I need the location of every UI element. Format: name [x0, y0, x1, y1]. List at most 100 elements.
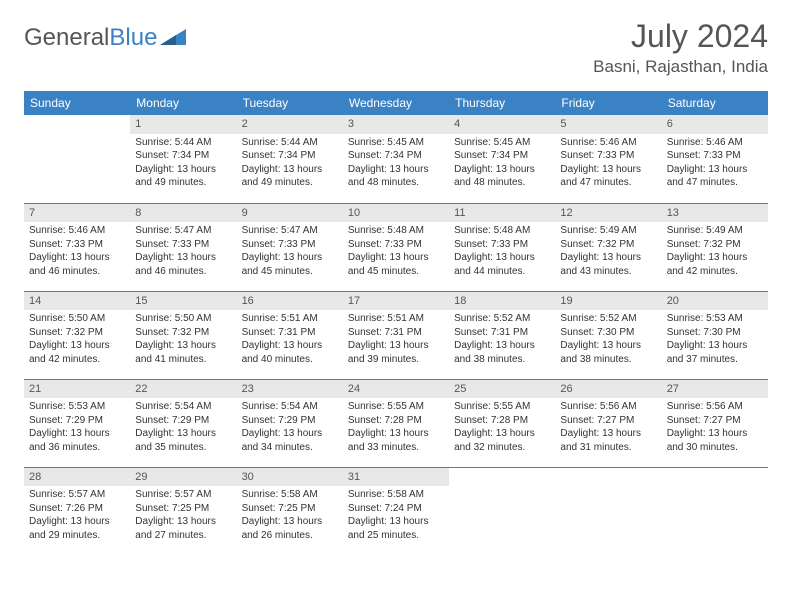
daylight-text: and 33 minutes. — [348, 441, 444, 455]
sunrise-text: Sunrise: 5:51 AM — [242, 312, 338, 326]
sunrise-text: Sunrise: 5:53 AM — [29, 400, 125, 414]
day-number: 20 — [662, 292, 768, 311]
sunrise-text: Sunrise: 5:58 AM — [242, 488, 338, 502]
day-content: Sunrise: 5:44 AMSunset: 7:34 PMDaylight:… — [130, 134, 236, 194]
calendar-cell: 31Sunrise: 5:58 AMSunset: 7:24 PMDayligh… — [343, 467, 449, 555]
calendar-cell: 10Sunrise: 5:48 AMSunset: 7:33 PMDayligh… — [343, 203, 449, 291]
calendar-cell: 6Sunrise: 5:46 AMSunset: 7:33 PMDaylight… — [662, 115, 768, 203]
sunset-text: Sunset: 7:28 PM — [348, 414, 444, 428]
sunrise-text: Sunrise: 5:52 AM — [454, 312, 550, 326]
day-content: Sunrise: 5:48 AMSunset: 7:33 PMDaylight:… — [343, 222, 449, 282]
daylight-text: Daylight: 13 hours — [560, 427, 656, 441]
day-number: 12 — [555, 204, 661, 223]
sunset-text: Sunset: 7:27 PM — [560, 414, 656, 428]
sunset-text: Sunset: 7:33 PM — [348, 238, 444, 252]
location-label: Basni, Rajasthan, India — [593, 57, 768, 77]
day-content: Sunrise: 5:58 AMSunset: 7:25 PMDaylight:… — [237, 486, 343, 546]
sunset-text: Sunset: 7:33 PM — [454, 238, 550, 252]
sunrise-text: Sunrise: 5:53 AM — [667, 312, 763, 326]
day-number: 18 — [449, 292, 555, 311]
day-number: 29 — [130, 468, 236, 487]
sunset-text: Sunset: 7:32 PM — [560, 238, 656, 252]
day-content: Sunrise: 5:52 AMSunset: 7:31 PMDaylight:… — [449, 310, 555, 370]
day-number: 7 — [24, 204, 130, 223]
day-content: Sunrise: 5:56 AMSunset: 7:27 PMDaylight:… — [555, 398, 661, 458]
sunset-text: Sunset: 7:27 PM — [667, 414, 763, 428]
calendar-cell: 23Sunrise: 5:54 AMSunset: 7:29 PMDayligh… — [237, 379, 343, 467]
day-number: 22 — [130, 380, 236, 399]
calendar-cell: 17Sunrise: 5:51 AMSunset: 7:31 PMDayligh… — [343, 291, 449, 379]
daylight-text: and 27 minutes. — [135, 529, 231, 543]
brand-triangle-icon — [160, 27, 186, 50]
day-content: Sunrise: 5:56 AMSunset: 7:27 PMDaylight:… — [662, 398, 768, 458]
sunset-text: Sunset: 7:34 PM — [135, 149, 231, 163]
calendar-cell: 20Sunrise: 5:53 AMSunset: 7:30 PMDayligh… — [662, 291, 768, 379]
day-content: Sunrise: 5:50 AMSunset: 7:32 PMDaylight:… — [130, 310, 236, 370]
daylight-text: Daylight: 13 hours — [348, 251, 444, 265]
daylight-text: Daylight: 13 hours — [348, 515, 444, 529]
daylight-text: Daylight: 13 hours — [242, 515, 338, 529]
weekday-header: Sunday — [24, 91, 130, 115]
daylight-text: and 34 minutes. — [242, 441, 338, 455]
title-block: July 2024 Basni, Rajasthan, India — [593, 18, 768, 77]
daylight-text: Daylight: 13 hours — [242, 163, 338, 177]
calendar-cell: 16Sunrise: 5:51 AMSunset: 7:31 PMDayligh… — [237, 291, 343, 379]
calendar-cell: 30Sunrise: 5:58 AMSunset: 7:25 PMDayligh… — [237, 467, 343, 555]
sunset-text: Sunset: 7:33 PM — [560, 149, 656, 163]
sunset-text: Sunset: 7:30 PM — [667, 326, 763, 340]
daylight-text: and 38 minutes. — [560, 353, 656, 367]
daylight-text: Daylight: 13 hours — [560, 251, 656, 265]
day-number: 8 — [130, 204, 236, 223]
sunrise-text: Sunrise: 5:54 AM — [135, 400, 231, 414]
day-content: Sunrise: 5:47 AMSunset: 7:33 PMDaylight:… — [130, 222, 236, 282]
daylight-text: Daylight: 13 hours — [242, 427, 338, 441]
calendar-cell: 1Sunrise: 5:44 AMSunset: 7:34 PMDaylight… — [130, 115, 236, 203]
calendar-cell: 22Sunrise: 5:54 AMSunset: 7:29 PMDayligh… — [130, 379, 236, 467]
calendar-cell — [449, 467, 555, 555]
daylight-text: Daylight: 13 hours — [135, 427, 231, 441]
daylight-text: and 32 minutes. — [454, 441, 550, 455]
sunrise-text: Sunrise: 5:50 AM — [29, 312, 125, 326]
calendar-row: 7Sunrise: 5:46 AMSunset: 7:33 PMDaylight… — [24, 203, 768, 291]
daylight-text: and 40 minutes. — [242, 353, 338, 367]
sunset-text: Sunset: 7:30 PM — [560, 326, 656, 340]
day-number: 30 — [237, 468, 343, 487]
sunset-text: Sunset: 7:31 PM — [242, 326, 338, 340]
weekday-header: Monday — [130, 91, 236, 115]
calendar-cell: 15Sunrise: 5:50 AMSunset: 7:32 PMDayligh… — [130, 291, 236, 379]
sunrise-text: Sunrise: 5:47 AM — [242, 224, 338, 238]
day-content: Sunrise: 5:48 AMSunset: 7:33 PMDaylight:… — [449, 222, 555, 282]
calendar-row: 1Sunrise: 5:44 AMSunset: 7:34 PMDaylight… — [24, 115, 768, 203]
calendar-table: Sunday Monday Tuesday Wednesday Thursday… — [24, 91, 768, 555]
day-content: Sunrise: 5:53 AMSunset: 7:30 PMDaylight:… — [662, 310, 768, 370]
calendar-cell: 26Sunrise: 5:56 AMSunset: 7:27 PMDayligh… — [555, 379, 661, 467]
calendar-cell: 2Sunrise: 5:44 AMSunset: 7:34 PMDaylight… — [237, 115, 343, 203]
day-number: 14 — [24, 292, 130, 311]
sunrise-text: Sunrise: 5:58 AM — [348, 488, 444, 502]
calendar-cell — [662, 467, 768, 555]
sunset-text: Sunset: 7:26 PM — [29, 502, 125, 516]
calendar-cell: 25Sunrise: 5:55 AMSunset: 7:28 PMDayligh… — [449, 379, 555, 467]
sunset-text: Sunset: 7:31 PM — [454, 326, 550, 340]
day-number: 3 — [343, 115, 449, 134]
daylight-text: and 45 minutes. — [348, 265, 444, 279]
day-number: 28 — [24, 468, 130, 487]
day-number: 24 — [343, 380, 449, 399]
weekday-header: Friday — [555, 91, 661, 115]
day-number: 6 — [662, 115, 768, 134]
daylight-text: and 37 minutes. — [667, 353, 763, 367]
weekday-header-row: Sunday Monday Tuesday Wednesday Thursday… — [24, 91, 768, 115]
sunrise-text: Sunrise: 5:46 AM — [560, 136, 656, 150]
weekday-header: Wednesday — [343, 91, 449, 115]
calendar-cell: 14Sunrise: 5:50 AMSunset: 7:32 PMDayligh… — [24, 291, 130, 379]
sunset-text: Sunset: 7:33 PM — [242, 238, 338, 252]
sunset-text: Sunset: 7:25 PM — [242, 502, 338, 516]
sunrise-text: Sunrise: 5:57 AM — [29, 488, 125, 502]
day-content: Sunrise: 5:47 AMSunset: 7:33 PMDaylight:… — [237, 222, 343, 282]
weekday-header: Tuesday — [237, 91, 343, 115]
day-content: Sunrise: 5:45 AMSunset: 7:34 PMDaylight:… — [449, 134, 555, 194]
daylight-text: Daylight: 13 hours — [29, 251, 125, 265]
sunrise-text: Sunrise: 5:49 AM — [560, 224, 656, 238]
calendar-cell: 29Sunrise: 5:57 AMSunset: 7:25 PMDayligh… — [130, 467, 236, 555]
daylight-text: Daylight: 13 hours — [348, 427, 444, 441]
